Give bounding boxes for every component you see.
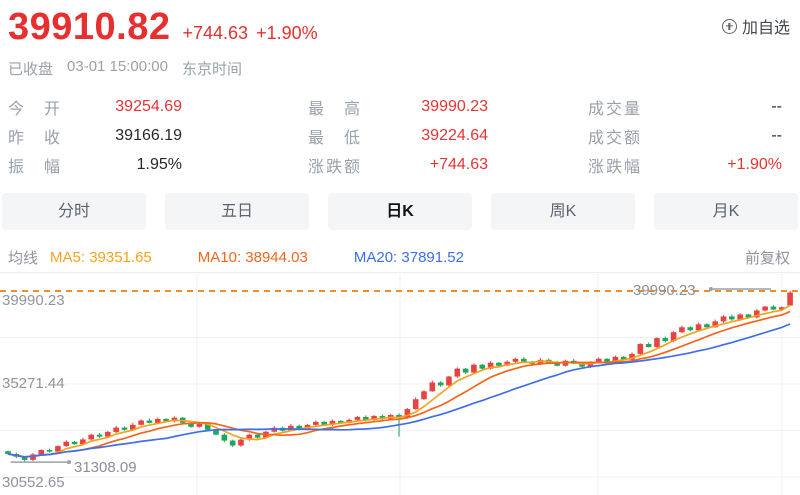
adjust-mode-selector[interactable]: 前复权 bbox=[744, 249, 790, 267]
ma5-legend: MA5: 39351.65 bbox=[50, 248, 152, 266]
ma-legend-title: 均线 bbox=[8, 249, 39, 267]
candlestick-chart[interactable]: 39990.23 35271.44 30552.65 39990.23 3130… bbox=[0, 274, 800, 495]
tab-daily-k[interactable]: 日K bbox=[328, 193, 472, 230]
price-change-percent: +1.90% bbox=[256, 23, 318, 43]
add-watchlist-button[interactable]: 加自选 bbox=[721, 14, 790, 38]
plus-circle-icon bbox=[721, 18, 737, 34]
stat-change-percent: 涨跌幅 +1.90% bbox=[588, 155, 782, 176]
tab-minute[interactable]: 分时 bbox=[2, 193, 146, 230]
price-row: 39910.82 +744.63 +1.90% bbox=[8, 6, 792, 49]
tab-monthly-k[interactable]: 月K bbox=[654, 193, 798, 230]
stat-today-open: 今开 39254.69 bbox=[8, 97, 182, 118]
stat-amplitude: 振幅 1.95% bbox=[8, 155, 182, 176]
y-axis-label-mid: 35271.44 bbox=[2, 375, 65, 392]
y-axis-label-top: 39990.23 bbox=[2, 292, 65, 309]
current-price: 39910.82 bbox=[8, 6, 171, 48]
ma20-legend: MA20: 37891.52 bbox=[353, 248, 464, 266]
stat-turnover: 成交额 -- bbox=[588, 126, 782, 147]
ma10-legend: MA10: 38944.03 bbox=[197, 248, 308, 266]
stats-grid: 今开 39254.69 最高 39990.23 成交量 -- 昨收 39166.… bbox=[0, 92, 800, 179]
stat-low: 最低 39224.64 bbox=[308, 126, 488, 147]
ma-lines bbox=[7, 304, 791, 458]
stat-change-amount: 涨跌额 +744.63 bbox=[308, 155, 488, 176]
tab-weekly-k[interactable]: 周K bbox=[491, 193, 635, 230]
stat-volume: 成交量 -- bbox=[588, 97, 782, 118]
high-callout-label: 39990.23 bbox=[633, 282, 696, 299]
candlesticks bbox=[5, 291, 793, 463]
add-watchlist-label: 加自选 bbox=[741, 20, 790, 37]
quote-time: 03-01 15:00:00 bbox=[67, 58, 168, 75]
timezone-label: 东京时间 bbox=[181, 61, 242, 78]
stat-high: 最高 39990.23 bbox=[308, 97, 488, 118]
stat-prev-close: 昨收 39166.19 bbox=[8, 126, 182, 147]
price-change: +744.63 bbox=[182, 23, 249, 43]
chart-annotations bbox=[0, 287, 800, 465]
tab-five-day[interactable]: 五日 bbox=[165, 193, 309, 230]
ma-legend-row: 均线 MA5: 39351.65 MA10: 38944.03 MA20: 37… bbox=[0, 242, 800, 273]
chart-period-tabs: 分时 五日 日K 周K 月K bbox=[2, 193, 798, 230]
y-axis-label-bottom: 30552.65 bbox=[2, 474, 65, 491]
chart-area: 39990.23 35271.44 30552.65 39990.23 3130… bbox=[0, 274, 800, 495]
low-callout-label: 31308.09 bbox=[74, 459, 137, 476]
market-status-row: 已收盘 03-01 15:00:00 东京时间 bbox=[8, 58, 242, 79]
header: 39910.82 +744.63 +1.90% 加自选 bbox=[8, 6, 792, 52]
market-status: 已收盘 bbox=[8, 61, 54, 78]
